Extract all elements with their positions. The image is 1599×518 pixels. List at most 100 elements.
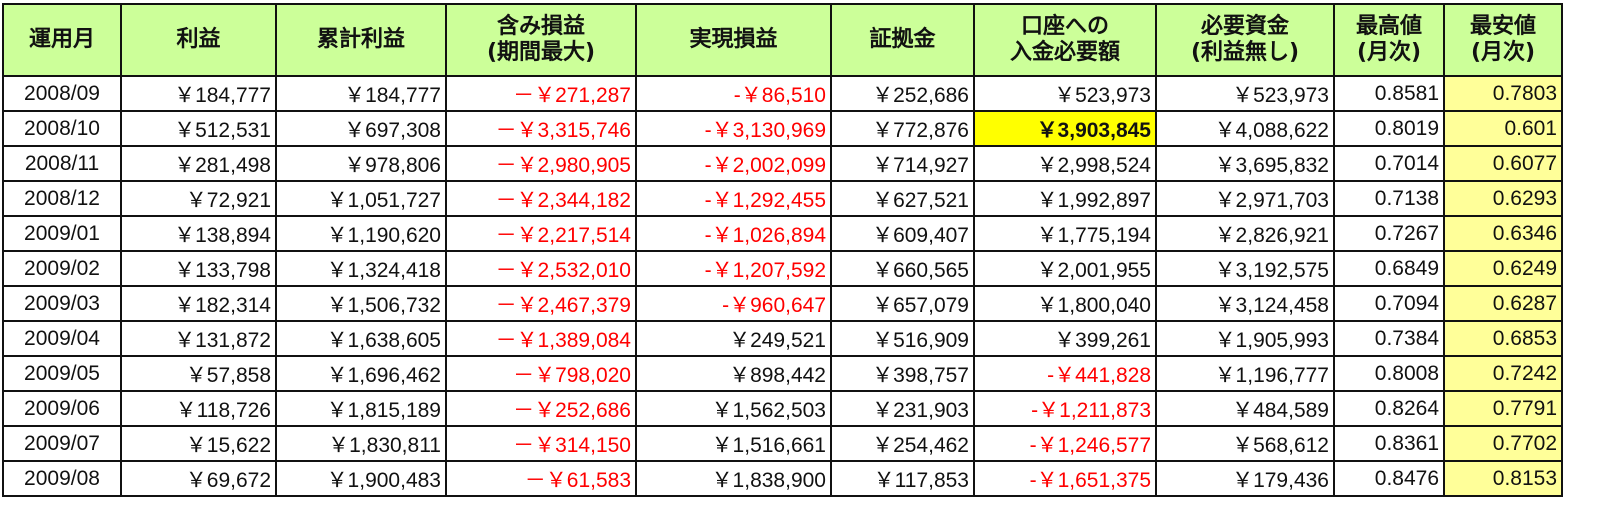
cell-monthly-low: 0.6346 — [1443, 215, 1563, 252]
cell-month: 2009/03 — [2, 285, 122, 322]
table-row: 2009/01 ￥138,894 ￥1,190,620 －￥2,217,514 -￥1,… — [2, 215, 1563, 252]
cell-monthly-high: 0.7094 — [1333, 285, 1445, 322]
cell-month: 2008/11 — [2, 145, 122, 182]
cell-monthly-high: 0.8019 — [1333, 110, 1445, 147]
cell-required-funds: ￥523,973 — [1155, 75, 1335, 112]
header-cumulative-profit: 累計利益 — [275, 3, 447, 77]
cell-monthly-low: 0.8153 — [1443, 460, 1563, 497]
cell-required-funds: ￥1,196,777 — [1155, 355, 1335, 392]
cell-unrealized-pl: －￥271,287 — [445, 75, 637, 112]
cell-required-deposit: -￥1,246,577 — [973, 425, 1157, 462]
cell-profit: ￥57,858 — [120, 355, 277, 392]
cell-cumulative-profit: ￥1,324,418 — [275, 250, 447, 287]
cell-month: 2009/07 — [2, 425, 122, 462]
cell-margin: ￥772,876 — [830, 110, 975, 147]
cell-cumulative-profit: ￥978,806 — [275, 145, 447, 182]
cell-unrealized-pl: －￥2,344,182 — [445, 180, 637, 217]
cell-required-funds: ￥3,695,832 — [1155, 145, 1335, 182]
cell-cumulative-profit: ￥1,815,189 — [275, 390, 447, 427]
cell-required-deposit: -￥1,651,375 — [973, 460, 1157, 497]
cell-unrealized-pl: －￥2,217,514 — [445, 215, 637, 252]
cell-monthly-high: 0.7138 — [1333, 180, 1445, 217]
cell-required-funds: ￥568,612 — [1155, 425, 1335, 462]
cell-profit: ￥281,498 — [120, 145, 277, 182]
cell-profit: ￥182,314 — [120, 285, 277, 322]
cell-realized-pl: -￥1,292,455 — [635, 180, 832, 217]
cell-required-deposit: -￥1,211,873 — [973, 390, 1157, 427]
header-required-funds: 必要資金 (利益無し) — [1155, 3, 1335, 77]
cell-margin: ￥714,927 — [830, 145, 975, 182]
cell-margin: ￥252,686 — [830, 75, 975, 112]
cell-profit: ￥118,726 — [120, 390, 277, 427]
cell-monthly-low: 0.7791 — [1443, 390, 1563, 427]
cell-realized-pl: ￥249,521 — [635, 320, 832, 357]
cell-margin: ￥398,757 — [830, 355, 975, 392]
cell-realized-pl: -￥3,130,969 — [635, 110, 832, 147]
cell-realized-pl: ￥1,562,503 — [635, 390, 832, 427]
cell-month: 2009/04 — [2, 320, 122, 357]
cell-required-funds: ￥4,088,622 — [1155, 110, 1335, 147]
cell-realized-pl: -￥1,207,592 — [635, 250, 832, 287]
table-row: 2009/04 ￥131,872 ￥1,638,605 －￥1,389,084 ￥249… — [2, 320, 1563, 357]
cell-unrealized-pl: －￥3,315,746 — [445, 110, 637, 147]
cell-unrealized-pl: －￥252,686 — [445, 390, 637, 427]
cell-profit: ￥512,531 — [120, 110, 277, 147]
cell-monthly-high: 0.8581 — [1333, 75, 1445, 112]
table-row: 2009/03 ￥182,314 ￥1,506,732 －￥2,467,379 -￥96… — [2, 285, 1563, 322]
cell-cumulative-profit: ￥1,190,620 — [275, 215, 447, 252]
cell-required-deposit: -￥441,828 — [973, 355, 1157, 392]
cell-monthly-high: 0.8476 — [1333, 460, 1445, 497]
cell-cumulative-profit: ￥1,696,462 — [275, 355, 447, 392]
table-row: 2008/12 ￥72,921 ￥1,051,727 －￥2,344,182 -￥1,2… — [2, 180, 1563, 217]
cell-realized-pl: ￥898,442 — [635, 355, 832, 392]
cell-unrealized-pl: －￥314,150 — [445, 425, 637, 462]
header-profit: 利益 — [120, 3, 277, 77]
header-required-deposit: 口座への 入金必要額 — [973, 3, 1157, 77]
header-row: 運用月 利益 累計利益 含み損益 (期間最大) 実現損益 証拠金 口座への 入金必要額 必要資… — [2, 3, 1563, 77]
cell-month: 2008/12 — [2, 180, 122, 217]
cell-monthly-high: 0.7014 — [1333, 145, 1445, 182]
cell-unrealized-pl: －￥1,389,084 — [445, 320, 637, 357]
cell-month: 2008/10 — [2, 110, 122, 147]
header-month: 運用月 — [2, 3, 122, 77]
table-row: 2009/06 ￥118,726 ￥1,815,189 －￥252,686 ￥1,562… — [2, 390, 1563, 427]
cell-month: 2009/08 — [2, 460, 122, 497]
cell-required-funds: ￥1,905,993 — [1155, 320, 1335, 357]
cell-monthly-low: 0.6077 — [1443, 145, 1563, 182]
cell-cumulative-profit: ￥697,308 — [275, 110, 447, 147]
table-row: 2008/10 ￥512,531 ￥697,308 －￥3,315,746 -￥3,13… — [2, 110, 1563, 147]
cell-monthly-high: 0.6849 — [1333, 250, 1445, 287]
cell-profit: ￥131,872 — [120, 320, 277, 357]
cell-unrealized-pl: －￥2,532,010 — [445, 250, 637, 287]
cell-required-deposit: ￥523,973 — [973, 75, 1157, 112]
cell-monthly-low: 0.6853 — [1443, 320, 1563, 357]
cell-month: 2009/05 — [2, 355, 122, 392]
table-row: 2008/11 ￥281,498 ￥978,806 －￥2,980,905 -￥2,00… — [2, 145, 1563, 182]
cell-profit: ￥15,622 — [120, 425, 277, 462]
cell-profit: ￥138,894 — [120, 215, 277, 252]
cell-margin: ￥657,079 — [830, 285, 975, 322]
cell-monthly-high: 0.8264 — [1333, 390, 1445, 427]
cell-required-deposit: ￥1,992,897 — [973, 180, 1157, 217]
cell-month: 2009/06 — [2, 390, 122, 427]
cell-monthly-low: 0.601 — [1443, 110, 1563, 147]
cell-monthly-low: 0.7242 — [1443, 355, 1563, 392]
cell-cumulative-profit: ￥1,638,605 — [275, 320, 447, 357]
cell-unrealized-pl: －￥61,583 — [445, 460, 637, 497]
table-row: 2009/08 ￥69,672 ￥1,900,483 －￥61,583 ￥1,838,9… — [2, 460, 1563, 497]
cell-required-funds: ￥2,971,703 — [1155, 180, 1335, 217]
cell-unrealized-pl: －￥798,020 — [445, 355, 637, 392]
cell-month: 2008/09 — [2, 75, 122, 112]
cell-realized-pl: ￥1,516,661 — [635, 425, 832, 462]
cell-required-funds: ￥179,436 — [1155, 460, 1335, 497]
cell-required-funds: ￥484,589 — [1155, 390, 1335, 427]
table-row: 2009/07 ￥15,622 ￥1,830,811 －￥314,150 ￥1,516,… — [2, 425, 1563, 462]
cell-margin: ￥117,853 — [830, 460, 975, 497]
cell-profit: ￥184,777 — [120, 75, 277, 112]
cell-monthly-high: 0.7267 — [1333, 215, 1445, 252]
cell-monthly-high: 0.8008 — [1333, 355, 1445, 392]
cell-month: 2009/02 — [2, 250, 122, 287]
cell-margin: ￥254,462 — [830, 425, 975, 462]
cell-cumulative-profit: ￥184,777 — [275, 75, 447, 112]
cell-profit: ￥69,672 — [120, 460, 277, 497]
